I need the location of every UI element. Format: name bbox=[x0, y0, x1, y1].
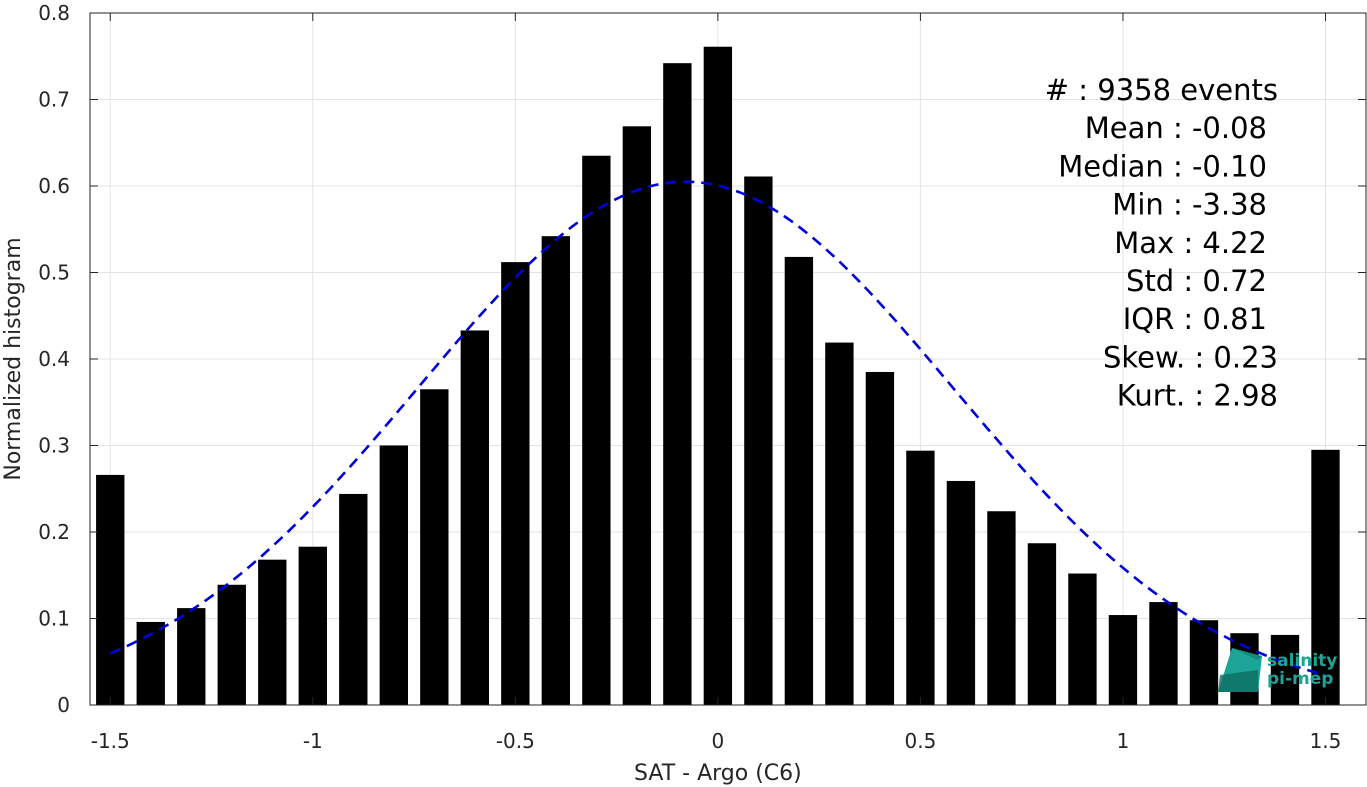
normal-fit-curve bbox=[109, 180, 1326, 677]
histogram-bar bbox=[865, 371, 895, 705]
histogram-bar bbox=[136, 621, 165, 705]
y-tick-label: 0.3 bbox=[38, 434, 70, 458]
histogram-bar bbox=[177, 608, 206, 705]
x-tick-label: 1.5 bbox=[1310, 729, 1342, 753]
histogram-bar bbox=[420, 389, 449, 705]
logo-text-salinity: salinity bbox=[1267, 651, 1337, 671]
histogram-bar bbox=[1027, 543, 1057, 705]
histogram-bar bbox=[258, 559, 287, 705]
y-axis-ticks: 0 0.1 0.2 0.3 0.4 0.5 0.6 0.7 0.8 bbox=[38, 1, 1366, 717]
stat-line: Kurt. : 2.98 bbox=[1117, 379, 1278, 413]
histogram-bar bbox=[379, 445, 408, 705]
x-tick-label: -0.5 bbox=[496, 729, 535, 753]
y-tick-label: 0.1 bbox=[38, 607, 70, 631]
stat-line: Min : -3.38 bbox=[1112, 188, 1267, 222]
stat-line: Mean : -0.08 bbox=[1085, 111, 1267, 145]
histogram-bar bbox=[825, 342, 854, 705]
stat-line: IQR : 0.81 bbox=[1123, 302, 1267, 336]
x-tick-label: -1.5 bbox=[91, 729, 130, 753]
stat-line: Skew. : 0.23 bbox=[1103, 340, 1278, 374]
y-tick-label: 0.5 bbox=[38, 261, 70, 285]
histogram-bar bbox=[663, 63, 692, 706]
histogram-bar bbox=[1311, 449, 1340, 705]
histogram-bar bbox=[1189, 620, 1219, 705]
y-tick-label: 0 bbox=[57, 693, 70, 717]
y-tick-label: 0.4 bbox=[38, 347, 70, 371]
histogram-bar bbox=[1270, 634, 1300, 705]
histogram-bar bbox=[744, 176, 773, 706]
y-axis-label: Normalized histogram bbox=[1, 237, 26, 480]
salinity-pimep-logo: salinity pi-mep bbox=[1218, 648, 1337, 692]
histogram-bar bbox=[541, 236, 571, 706]
histogram-bar bbox=[1108, 615, 1138, 705]
histogram-bar bbox=[96, 474, 125, 705]
histogram-bar bbox=[582, 155, 611, 706]
histogram-bar bbox=[501, 262, 530, 705]
y-tick-label: 0.7 bbox=[38, 88, 70, 112]
y-tick-label: 0.6 bbox=[38, 174, 70, 198]
x-axis-ticks: -1.5 -1 -0.5 0 0.5 1 1.5 bbox=[91, 13, 1342, 753]
histogram-bar bbox=[460, 330, 490, 705]
x-axis-label: SAT - Argo (C6) bbox=[634, 761, 802, 786]
histogram-bars bbox=[96, 46, 1340, 706]
histogram-bar bbox=[703, 46, 733, 706]
stats-annotations: # : 9358 events Mean : -0.08 Median : -0.1… bbox=[1045, 73, 1278, 413]
logo-text-pimep: pi-mep bbox=[1267, 669, 1333, 689]
histogram-bar bbox=[1149, 602, 1178, 705]
stat-line: Max : 4.22 bbox=[1114, 226, 1267, 260]
cube-icon bbox=[1218, 648, 1262, 692]
x-tick-label: 1 bbox=[1117, 729, 1130, 753]
x-tick-label: 0 bbox=[712, 729, 725, 753]
histogram-bar bbox=[987, 511, 1016, 705]
stat-line: # : 9358 events bbox=[1045, 73, 1278, 107]
histogram-bar bbox=[946, 480, 976, 705]
histogram-bar bbox=[339, 493, 368, 705]
x-tick-label: -1 bbox=[303, 729, 323, 753]
y-tick-label: 0.8 bbox=[38, 1, 70, 25]
histogram-bar bbox=[298, 546, 327, 705]
histogram-bar bbox=[906, 450, 935, 705]
y-tick-label: 0.2 bbox=[38, 520, 70, 544]
histogram-bar bbox=[622, 126, 652, 705]
histogram-bar bbox=[784, 256, 814, 705]
stat-line: Median : -0.10 bbox=[1058, 149, 1267, 183]
histogram-bar bbox=[217, 584, 246, 705]
histogram-bar bbox=[1068, 573, 1097, 705]
x-tick-label: 0.5 bbox=[905, 729, 937, 753]
stat-line: Std : 0.72 bbox=[1126, 264, 1267, 298]
